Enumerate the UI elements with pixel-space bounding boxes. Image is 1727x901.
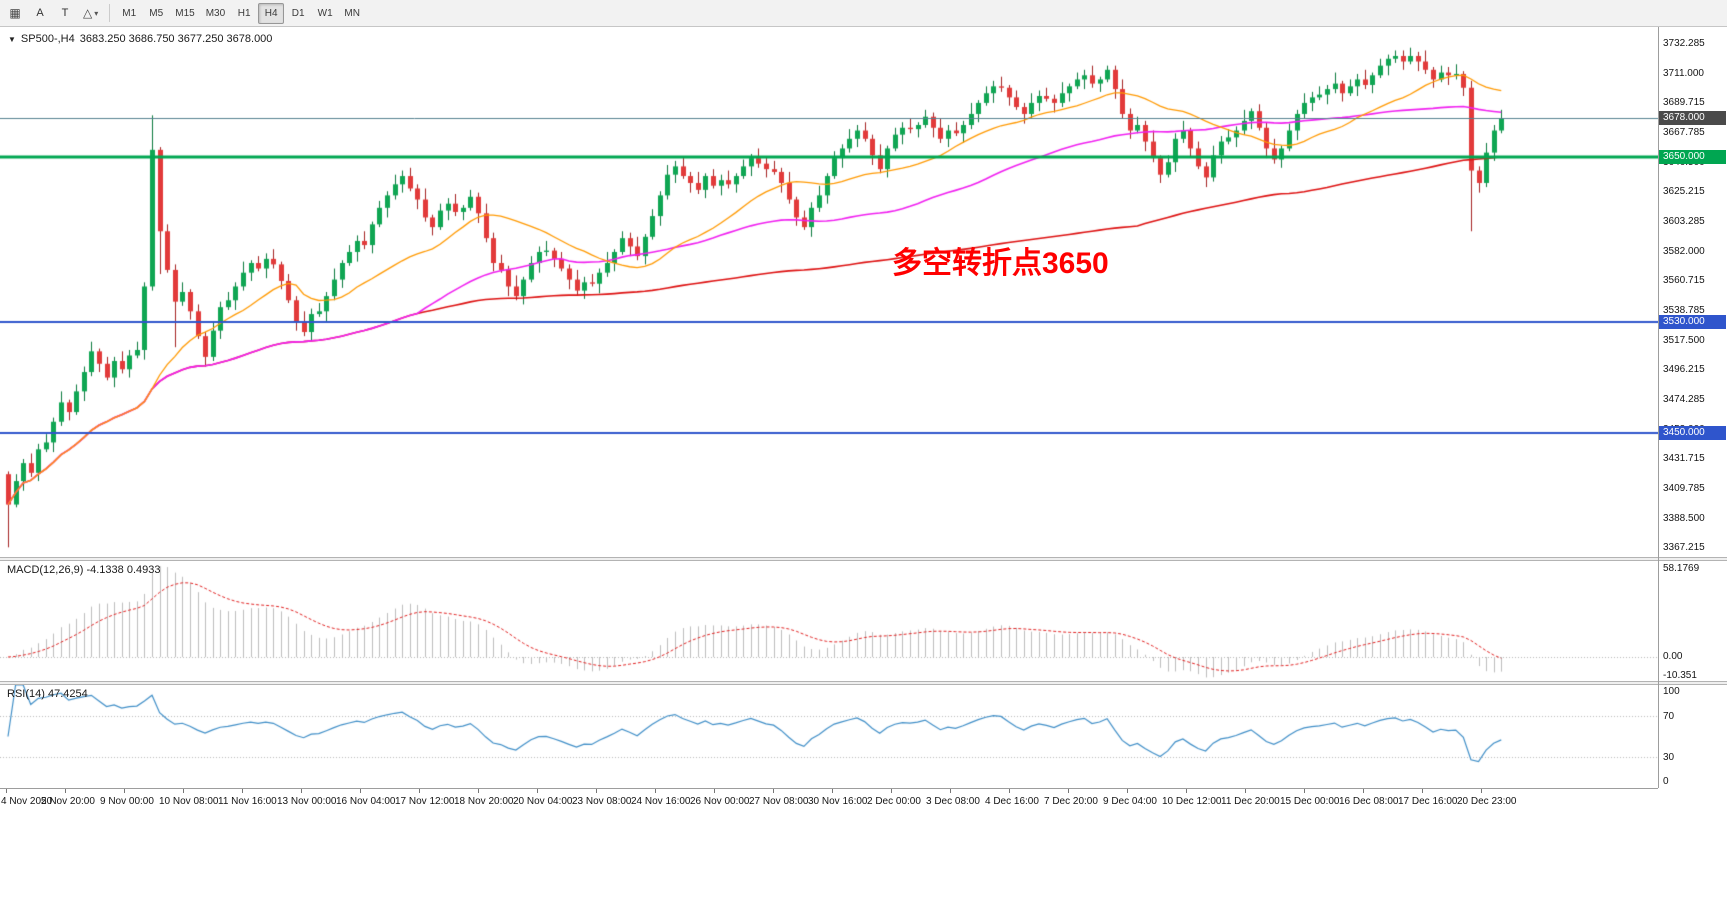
time-axis-tick (891, 789, 892, 793)
time-axis-tick (1068, 789, 1069, 793)
time-axis-label: 11 Nov 16:00 (218, 796, 277, 807)
time-axis-label: 24 Nov 16:00 (631, 796, 691, 807)
text-tool-button[interactable]: T (53, 3, 77, 24)
chart-annotation-text[interactable]: 多空转折点3650 (892, 247, 1109, 280)
timeframe-button-m15[interactable]: M15 (170, 3, 199, 24)
time-axis-label: 3 Dec 08:00 (926, 796, 980, 807)
time-axis-tick (832, 789, 833, 793)
time-axis-tick (242, 789, 243, 793)
time-axis-tick (1186, 789, 1187, 793)
timeframe-button-h4[interactable]: H4 (258, 2, 285, 24)
chart-toolbar: ▦ A T △ ▾ M1 M5 M15 M30 H1 H4 D1 W1 MN (0, 0, 1727, 27)
time-axis-tick (714, 789, 715, 793)
time-axis-tick (183, 789, 184, 793)
chart-symbol-header: ▼ SP500-,H4 3683.250 3686.750 3677.250 3… (8, 33, 272, 45)
time-axis-label: 16 Dec 08:00 (1339, 796, 1399, 807)
time-axis-label: 13 Nov 00:00 (277, 796, 337, 807)
time-axis-label: 17 Nov 12:00 (395, 796, 455, 807)
symbol-name: SP500-,H4 (20, 33, 75, 45)
time-axis-tick (655, 789, 656, 793)
time-axis-label: 9 Nov 00:00 (100, 796, 154, 807)
time-axis-tick (1245, 789, 1246, 793)
time-axis-label: 10 Nov 08:00 (159, 796, 219, 807)
macd-indicator-label: MACD(12,26,9) -4.1338 0.4933 (7, 564, 161, 576)
chevron-down-icon: ▾ (94, 8, 99, 18)
time-axis-label: 23 Nov 08:00 (572, 796, 632, 807)
grid-icon: ▦ (9, 6, 21, 20)
arrow-tool-label: A (36, 7, 44, 19)
time-axis-tick (1363, 789, 1364, 793)
timeframe-button-w1[interactable]: W1 (312, 3, 338, 24)
time-axis-tick (301, 789, 302, 793)
time-axis-label: 15 Dec 00:00 (1280, 796, 1340, 807)
time-axis-label: 30 Nov 16:00 (808, 796, 868, 807)
time-axis-tick (124, 789, 125, 793)
time-axis-tick (6, 789, 7, 793)
price-chart-canvas[interactable] (0, 27, 1658, 557)
time-axis-tick (1304, 789, 1305, 793)
time-axis-label: 2 Dec 00:00 (867, 796, 921, 807)
time-axis-label: 10 Dec 12:00 (1162, 796, 1222, 807)
time-axis-label: 9 Dec 04:00 (1103, 796, 1157, 807)
time-axis-label: 27 Nov 08:00 (749, 796, 809, 807)
rsi-panel-canvas[interactable] (0, 685, 1658, 788)
macd-panel-canvas[interactable] (0, 561, 1658, 681)
time-axis-tick (478, 789, 479, 793)
time-axis-label: 20 Dec 23:00 (1457, 796, 1517, 807)
time-axis-tick (537, 789, 538, 793)
timeframe-button-d1[interactable]: D1 (285, 3, 311, 24)
panel-divider[interactable] (0, 681, 1727, 685)
shapes-icon: △ (83, 6, 93, 20)
time-axis-tick (1009, 789, 1010, 793)
time-axis-tick (950, 789, 951, 793)
time-axis-label: 4 Dec 16:00 (985, 796, 1039, 807)
time-axis-label: 20 Nov 04:00 (513, 796, 573, 807)
time-axis-label: 4 Nov 2020 (1, 796, 53, 807)
rsi-indicator-label: RSI(14) 47.4254 (7, 688, 88, 700)
text-tool-label: T (61, 7, 69, 19)
timeframe-button-m5[interactable]: M5 (143, 3, 169, 24)
axis-border-line (1658, 27, 1659, 788)
panel-divider[interactable] (0, 557, 1727, 561)
time-axis-tick (419, 789, 420, 793)
time-axis-tick (360, 789, 361, 793)
window-bottom-area (0, 814, 1727, 901)
window-grid-button[interactable]: ▦ (3, 3, 27, 24)
price-scale[interactable] (1659, 27, 1727, 788)
timeframe-bar: M1 M5 M15 M30 H1 H4 D1 W1 MN (116, 2, 365, 24)
collapse-triangle-icon[interactable]: ▼ (8, 34, 16, 44)
timeframe-button-m30[interactable]: M30 (201, 3, 230, 24)
time-axis-label: 5 Nov 20:00 (41, 796, 95, 807)
time-axis-tick (1127, 789, 1128, 793)
time-axis-tick (1481, 789, 1482, 793)
arrow-tool-button[interactable]: A (28, 3, 52, 24)
timeframe-button-h1[interactable]: H1 (231, 3, 257, 24)
time-axis-tick (773, 789, 774, 793)
time-axis-tick (596, 789, 597, 793)
time-axis-label: 11 Dec 20:00 (1221, 796, 1280, 807)
timeframe-button-mn[interactable]: MN (339, 3, 365, 24)
draw-tools-button[interactable]: △ ▾ (78, 3, 103, 24)
ohlc-values: 3683.250 3686.750 3677.250 3678.000 (79, 33, 273, 45)
time-axis-tick (65, 789, 66, 793)
time-axis-label: 18 Nov 20:00 (454, 796, 514, 807)
toolbar-separator (109, 4, 111, 22)
time-axis-label: 26 Nov 00:00 (690, 796, 750, 807)
time-axis-label: 17 Dec 16:00 (1398, 796, 1458, 807)
time-axis-label: 7 Dec 20:00 (1044, 796, 1098, 807)
time-axis-label: 16 Nov 04:00 (336, 796, 396, 807)
timeframe-button-m1[interactable]: M1 (116, 3, 142, 24)
time-axis-tick (1422, 789, 1423, 793)
time-axis[interactable]: 4 Nov 2020 5 Nov 20:00 9 Nov 00:00 10 Nov 0… (0, 788, 1658, 815)
